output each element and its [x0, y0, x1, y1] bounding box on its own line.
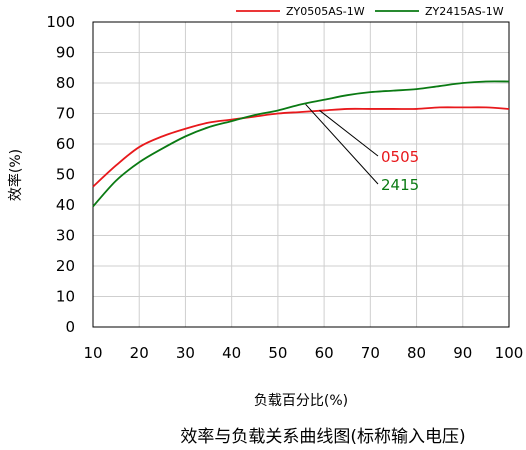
annotations: 0505 2415: [305, 104, 419, 194]
y-axis-title: 效率(%): [7, 149, 24, 201]
chart-caption: 效率与负载关系曲线图(标称输入电压): [180, 427, 465, 447]
y-tick-label: 80: [56, 74, 75, 92]
series-line-2: [92, 80, 510, 208]
y-tick-label: 60: [56, 135, 75, 153]
y-tick-label: 70: [56, 105, 75, 123]
y-tick-label: 0: [65, 318, 75, 336]
x-tick-label: 10: [83, 344, 102, 362]
y-tick-label: 100: [46, 13, 75, 31]
x-tick-label: 90: [453, 344, 472, 362]
y-tick-label: 40: [56, 196, 75, 214]
x-axis-title: 负载百分比(%): [254, 393, 348, 409]
x-tick-label: 70: [361, 344, 380, 362]
x-tick-label: 60: [315, 344, 334, 362]
annotation-label: 0505: [381, 148, 419, 166]
y-tick-label: 30: [56, 227, 75, 245]
y-tick-label: 20: [56, 257, 75, 275]
y-tick-label: 50: [56, 166, 75, 184]
series-line-1: [92, 106, 510, 188]
legend: ZY0505AS-1W ZY2415AS-1W: [236, 5, 504, 18]
series-layer: [92, 80, 510, 208]
x-tick-label: 20: [130, 344, 149, 362]
y-tick-label: 90: [56, 44, 75, 62]
x-tick-label: 80: [407, 344, 426, 362]
legend-label: ZY2415AS-1W: [425, 5, 504, 18]
x-tick-label: 50: [268, 344, 287, 362]
plot-frame: [92, 21, 510, 328]
annotation-leader: [305, 104, 379, 185]
x-tick-label: 30: [176, 344, 195, 362]
tick-labels: 0 10 20 30 40 50 60 70 80 90 100 10 20 30 40 50 60 70 80 90…: [46, 13, 523, 362]
legend-label: ZY0505AS-1W: [286, 5, 365, 18]
annotation-label: 2415: [381, 176, 419, 194]
annotation-leader: [319, 110, 379, 157]
x-tick-label: 40: [222, 344, 241, 362]
y-tick-label: 10: [56, 288, 75, 306]
grid: [92, 21, 510, 328]
x-tick-label: 100: [495, 344, 524, 362]
